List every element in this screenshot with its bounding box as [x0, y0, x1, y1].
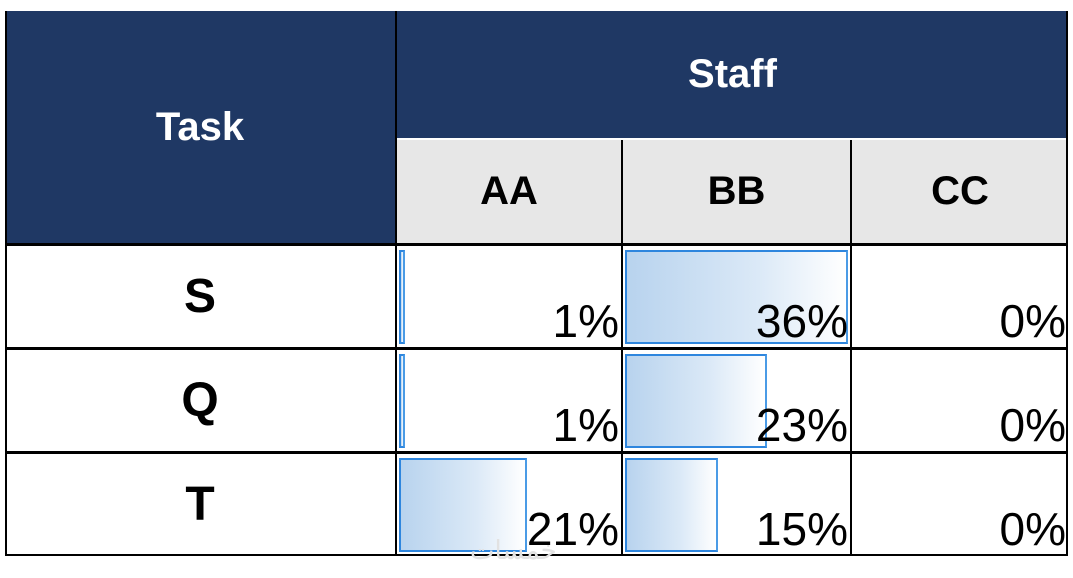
row-divider — [5, 451, 1068, 454]
column-header-label: BB — [707, 169, 766, 213]
column-divider — [621, 140, 623, 556]
value-cell: 0% — [852, 454, 1068, 554]
watermark-logo: خمسات — [470, 536, 557, 566]
value-text: 0% — [999, 503, 1066, 554]
value-cell: 0% — [852, 246, 1068, 346]
row-divider — [5, 243, 1068, 246]
value-text: 36% — [755, 295, 848, 346]
row-divider — [5, 554, 1068, 556]
value-cell: 36% — [623, 246, 850, 346]
value-cell: 1% — [397, 246, 621, 346]
column-divider — [850, 140, 852, 556]
task-label: S — [183, 269, 216, 323]
task-label: T — [185, 477, 215, 531]
data-bar — [399, 354, 405, 448]
data-bar — [625, 250, 848, 344]
value-cell: 1% — [397, 350, 621, 450]
staff-header-label: Staff — [688, 52, 777, 96]
value-cell: 0% — [852, 350, 1068, 450]
data-bar — [625, 458, 718, 552]
column-header-label: AA — [480, 169, 538, 213]
row-divider — [5, 347, 1068, 350]
value-cell: 15% — [623, 454, 850, 554]
column-header-cc: CC — [852, 140, 1068, 243]
value-text: 23% — [755, 399, 848, 450]
column-divider — [5, 11, 7, 556]
value-text: 15% — [755, 503, 848, 554]
value-text: 1% — [552, 295, 619, 346]
task-header-label: Task — [155, 104, 245, 149]
task-label: Q — [181, 373, 219, 427]
data-table: Task Staff AA BB CC S 1% 36% 0% Q 1% 23% — [5, 11, 1068, 556]
column-header-label: CC — [931, 169, 989, 213]
data-bar — [625, 354, 767, 448]
column-header-aa: AA — [397, 140, 621, 243]
staff-header: Staff — [397, 11, 1068, 138]
column-divider — [1066, 11, 1068, 556]
task-cell-s: S — [5, 246, 395, 346]
column-header-bb: BB — [623, 140, 850, 243]
value-cell: 23% — [623, 350, 850, 450]
value-text: 0% — [999, 399, 1066, 450]
value-cell: 21% — [397, 454, 621, 554]
column-divider — [395, 11, 397, 556]
value-text: 0% — [999, 295, 1066, 346]
value-text: 1% — [552, 399, 619, 450]
data-bar — [399, 250, 405, 344]
value-text: 21% — [526, 503, 619, 554]
task-header: Task — [5, 11, 395, 243]
task-cell-t: T — [5, 454, 395, 554]
task-cell-q: Q — [5, 350, 395, 450]
data-bar — [399, 458, 527, 552]
